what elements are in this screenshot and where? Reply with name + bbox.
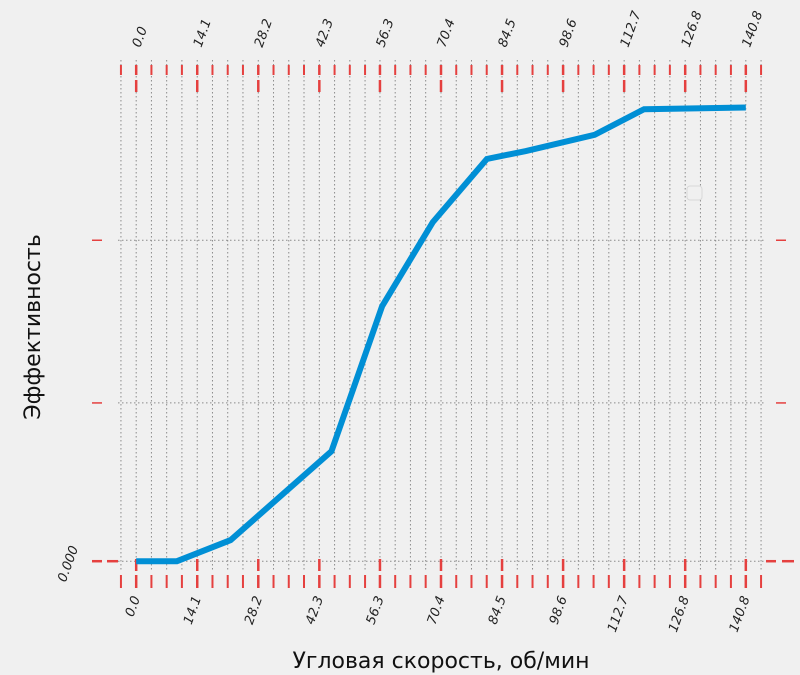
x-tick-label-bottom: 140.8: [727, 594, 754, 634]
x-tick-label-top: 28.2: [252, 17, 276, 49]
series-layer: [136, 104, 746, 565]
x-tick-label-top: 0.0: [130, 25, 151, 50]
x-tick-label-bottom: 42.3: [303, 594, 327, 626]
x-tick-label-top: 84.5: [496, 17, 520, 49]
x-tick-label-top: 14.1: [191, 17, 215, 49]
x-tick-label-bottom: 98.6: [547, 594, 571, 626]
legend-box: [686, 185, 703, 201]
grid-lines: [118, 60, 764, 570]
x-tick-label-bottom: 126.8: [666, 594, 693, 634]
x-tick-label-top: 126.8: [679, 9, 706, 49]
tick-marks: [92, 65, 794, 588]
x-tick-label-bottom: 70.4: [425, 594, 449, 626]
x-tick-label-top: 56.3: [374, 17, 398, 49]
y-axis-title: Эффективность: [21, 234, 46, 420]
x-tick-label-top: 42.3: [313, 17, 337, 49]
x-tick-label-top: 98.6: [557, 17, 581, 49]
x-tick-label-bottom: 84.5: [486, 594, 510, 626]
x-tick-label-bottom: 0.0: [123, 594, 144, 619]
y-tick-label: 0.000: [55, 544, 82, 584]
x-tick-label-top: 112.7: [618, 9, 645, 50]
x-tick-label-top: 70.4: [435, 17, 459, 49]
x-tick-label-bottom: 112.7: [605, 594, 632, 635]
x-tick-label-bottom: 56.3: [364, 594, 388, 626]
x-tick-label-top: 140.8: [739, 9, 766, 49]
x-axis-title: Угловая скорость, об/мин: [292, 649, 589, 674]
x-tick-label-bottom: 28.2: [242, 594, 266, 626]
x-tick-label-bottom: 14.1: [181, 594, 205, 626]
